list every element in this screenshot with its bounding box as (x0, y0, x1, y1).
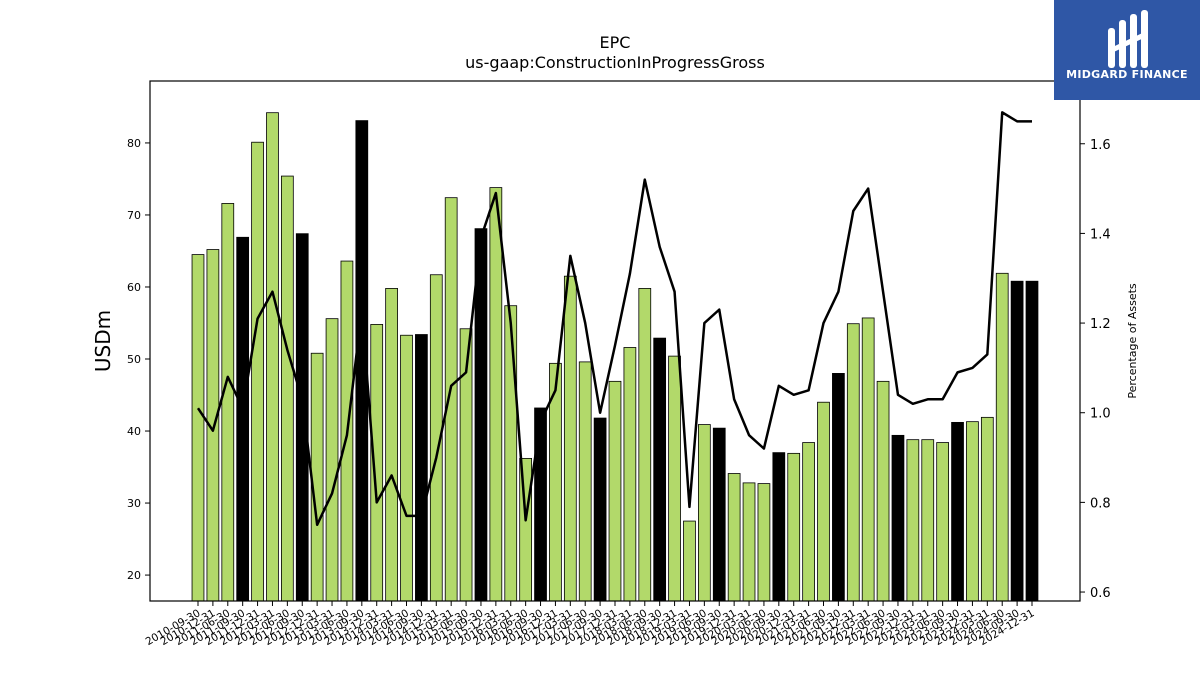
y2-tick-label: 1.0 (1090, 407, 1111, 422)
bar (1010, 280, 1024, 602)
bar (280, 175, 294, 602)
bar (966, 421, 979, 602)
bar (236, 236, 250, 602)
bar (504, 305, 518, 602)
bar (578, 361, 592, 602)
bar (846, 323, 860, 602)
y-tick-label: 50 (127, 353, 141, 366)
y2-tick-label: 1.4 (1090, 227, 1111, 242)
y-tick-label: 20 (127, 569, 141, 582)
bar (817, 401, 830, 602)
bar (266, 112, 279, 602)
bar (698, 424, 711, 602)
bar (534, 407, 547, 602)
bar (325, 318, 339, 602)
y2-axis-label: Percentage of Assets (1126, 283, 1139, 399)
y-tick-label: 80 (127, 137, 141, 150)
bar (727, 473, 741, 602)
chart-subtitle: us-gaap:ConstructionInProgressGross (465, 53, 765, 72)
bar (444, 197, 458, 602)
bar (891, 434, 905, 602)
bar (489, 187, 503, 602)
y2-tick-label: 1.2 (1090, 317, 1111, 332)
bar (951, 421, 964, 602)
percentage-line (196, 111, 1032, 527)
bar (593, 417, 607, 602)
bar (861, 317, 875, 602)
bar (906, 439, 920, 602)
y-tick-label: 40 (127, 425, 141, 438)
bar (980, 416, 994, 602)
bar (921, 439, 935, 602)
bar (295, 233, 309, 602)
bar (787, 452, 801, 602)
bar (251, 141, 264, 602)
bar (221, 203, 235, 602)
bar (936, 442, 950, 602)
bar (712, 427, 726, 602)
bar (683, 520, 696, 602)
y-tick-label: 60 (127, 281, 141, 294)
bar (802, 442, 815, 602)
bar (563, 275, 577, 602)
y2-tick-label: 1.6 (1090, 138, 1111, 153)
brand-logo: MIDGARD FINANCE (1054, 0, 1200, 100)
bar (757, 483, 771, 602)
bar (623, 347, 637, 602)
bar (191, 254, 205, 602)
bar (653, 337, 667, 602)
midgard-logo-icon (1108, 10, 1148, 68)
bar (385, 288, 398, 602)
y-tick-label: 30 (127, 497, 141, 510)
chart-title: EPC (600, 33, 631, 52)
y-tick-label: 70 (127, 209, 141, 222)
bar (742, 482, 756, 602)
bar (668, 355, 681, 602)
bar (310, 352, 324, 602)
bar (638, 288, 652, 602)
bar (400, 334, 413, 602)
brand-name: MIDGARD FINANCE (1066, 68, 1188, 81)
bar (1025, 280, 1039, 602)
y2-tick-label: 0.6 (1090, 586, 1111, 601)
bar (608, 380, 622, 602)
bar (995, 272, 1009, 602)
bar (876, 380, 890, 602)
bar (772, 452, 786, 602)
y-axis-label: USDm (91, 310, 115, 372)
bar (832, 373, 845, 602)
y2-tick-label: 0.8 (1090, 496, 1111, 511)
bar (415, 334, 428, 602)
